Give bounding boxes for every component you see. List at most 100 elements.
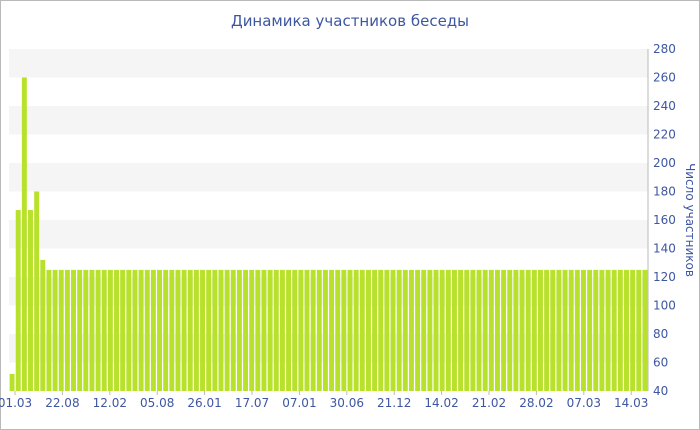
bar: [353, 269, 359, 392]
x-tick-label: 05.08: [140, 396, 174, 410]
bar: [28, 210, 33, 391]
bar: [175, 269, 181, 392]
bar: [538, 269, 543, 392]
y-tick-label: 280: [653, 42, 676, 56]
bar: [378, 269, 384, 392]
bar: [335, 269, 341, 392]
bar: [347, 269, 353, 392]
bar: [83, 269, 89, 392]
bar: [212, 269, 218, 392]
bar: [494, 269, 500, 392]
y-tick-label: 100: [653, 299, 676, 313]
bar: [519, 269, 525, 392]
bar: [138, 269, 144, 392]
bar: [46, 269, 52, 392]
bar: [304, 269, 310, 392]
bar: [531, 269, 537, 392]
y-tick-label: 80: [653, 327, 668, 341]
bar: [341, 269, 347, 392]
bar: [593, 269, 599, 392]
bar: [427, 269, 433, 392]
bar: [64, 269, 70, 392]
bar: [21, 77, 27, 391]
bar: [525, 269, 531, 392]
bar: [15, 210, 21, 391]
bar: [322, 269, 328, 392]
bar: [408, 269, 414, 392]
bar: [624, 269, 629, 392]
y-tick-label: 120: [653, 270, 676, 284]
bar: [568, 269, 574, 392]
y-tick-label: 160: [653, 213, 676, 227]
bar: [384, 269, 390, 392]
y-tick-label: 220: [653, 128, 676, 142]
bar: [458, 269, 464, 392]
x-tick-label: 21.02: [472, 396, 506, 410]
bar: [206, 269, 212, 392]
bar: [415, 269, 421, 392]
chart-title: Динамика участников беседы: [230, 12, 470, 30]
bar: [359, 269, 365, 392]
bar: [581, 269, 586, 392]
bar: [273, 269, 279, 392]
y-tick-label: 60: [653, 356, 668, 370]
bar: [365, 269, 371, 392]
bar: [329, 269, 335, 392]
grid-band: [9, 49, 648, 78]
y-tick-label: 240: [653, 99, 676, 113]
bar: [292, 269, 298, 392]
bar: [464, 269, 470, 392]
y-axis-label: Число участников: [683, 163, 697, 277]
x-tick-label: 14.03: [614, 396, 648, 410]
bar: [390, 269, 396, 392]
bar: [544, 269, 550, 392]
y-tick-label: 180: [653, 185, 676, 199]
bar: [40, 259, 46, 391]
x-tick-label: 14.02: [424, 396, 458, 410]
bar: [402, 269, 408, 392]
bar: [193, 269, 199, 392]
bar: [114, 269, 119, 392]
bar: [562, 269, 568, 392]
bar: [642, 269, 648, 392]
bar: [396, 269, 402, 392]
bar: [243, 269, 249, 392]
grid-band: [9, 106, 648, 135]
bar: [89, 269, 95, 392]
x-tick-label: 07.01: [282, 396, 316, 410]
bar: [630, 269, 636, 392]
bar: [132, 269, 138, 392]
bar: [224, 269, 230, 392]
bar: [298, 269, 304, 392]
bar: [279, 269, 285, 392]
x-tick-label: 21.12: [377, 396, 411, 410]
bar: [101, 269, 107, 392]
x-tick-label: 26.01: [187, 396, 221, 410]
bar: [513, 269, 519, 392]
bar: [267, 269, 273, 392]
bar: [230, 269, 236, 392]
grid-band: [9, 220, 648, 249]
bar: [157, 269, 162, 392]
y-tick-label: 140: [653, 242, 676, 256]
bar: [236, 269, 242, 392]
y-tick-label: 260: [653, 71, 676, 85]
bar: [507, 269, 513, 392]
bar: [218, 269, 224, 392]
y-tick-label: 200: [653, 156, 676, 170]
bar: [249, 269, 255, 392]
bar: [587, 269, 593, 392]
bar: [574, 269, 580, 392]
bar: [120, 269, 126, 392]
bar: [556, 269, 562, 392]
bar: [599, 269, 605, 392]
bar: [476, 269, 482, 392]
x-tick-label: 28.02: [519, 396, 553, 410]
bar: [488, 269, 494, 392]
bar: [52, 269, 58, 392]
bar: [433, 269, 439, 392]
bar: [181, 269, 187, 392]
bar: [95, 269, 101, 392]
bar: [187, 269, 193, 392]
